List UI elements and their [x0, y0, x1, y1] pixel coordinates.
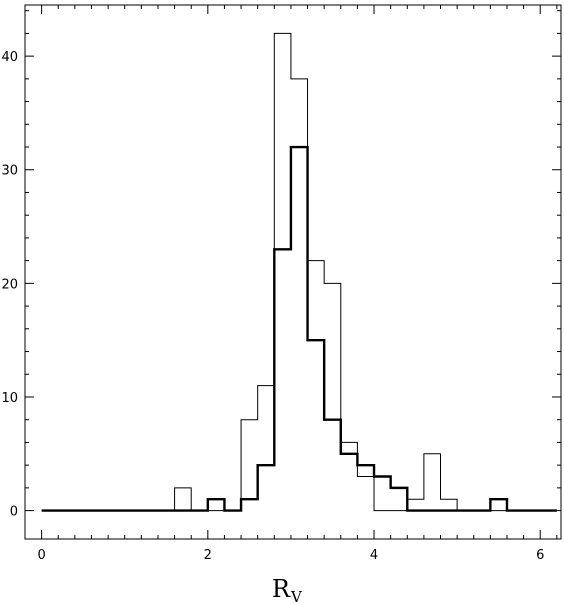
x-tick-label: 6: [536, 548, 544, 563]
tick-labels: 0 2 4 6 0 10 20 30 40: [1, 50, 544, 563]
minor-ticks: [25, 5, 561, 539]
y-tick-label: 20: [1, 277, 18, 292]
y-tick-label: 10: [1, 391, 18, 406]
series-layer: [41, 32, 557, 512]
y-tick-label: 0: [10, 505, 18, 520]
plot-frame: [24, 4, 562, 540]
x-axis-label-subscript: V: [290, 588, 303, 604]
x-axis-label: R: [272, 575, 291, 603]
y-tick-label: 40: [1, 50, 18, 65]
x-tick-label: 4: [370, 548, 378, 563]
histogram-series-thick: [41, 145, 557, 512]
x-tick-label: 2: [204, 548, 212, 563]
histogram-series-thin: [41, 32, 557, 512]
major-ticks: [25, 5, 561, 539]
y-tick-label: 30: [1, 164, 18, 179]
x-tick-label: 0: [37, 548, 45, 563]
